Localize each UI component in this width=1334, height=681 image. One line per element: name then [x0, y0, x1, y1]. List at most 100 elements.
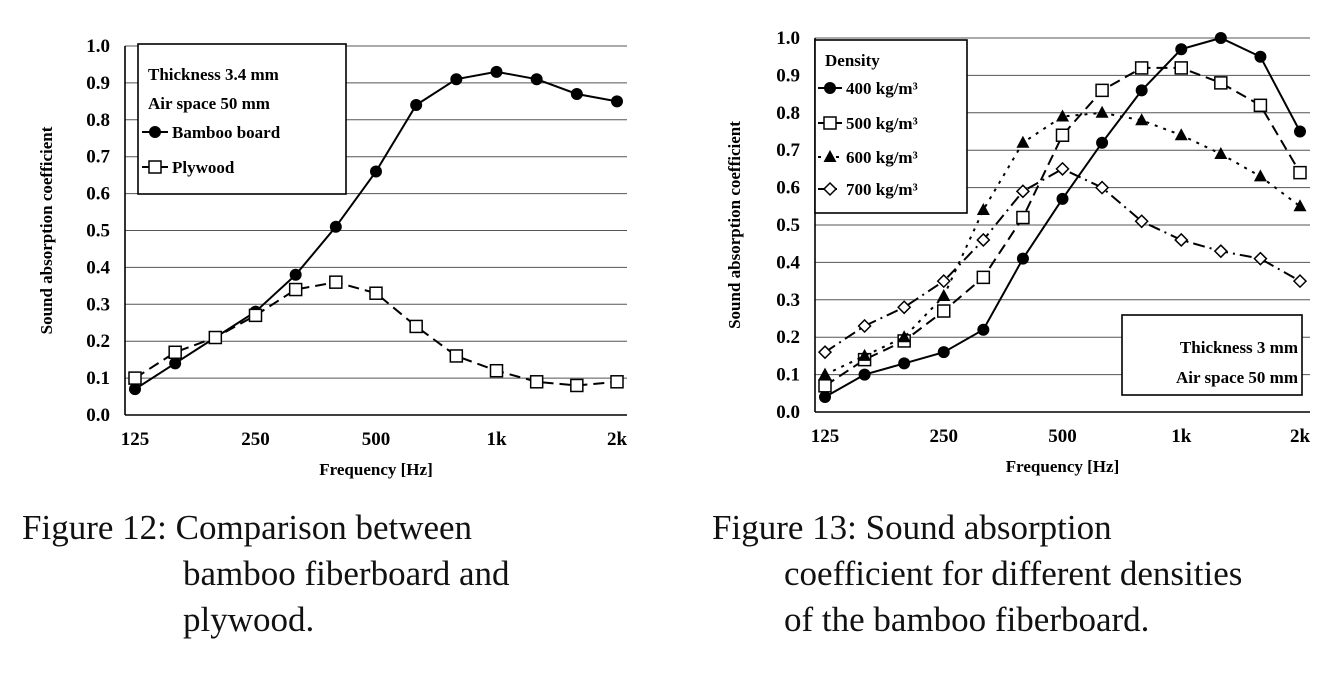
- caption-line: plywood.: [183, 600, 315, 639]
- figure-12-caption: Figure 12: Comparison between bamboo fib…: [22, 505, 510, 643]
- data-point: [1174, 61, 1188, 75]
- caption-line: Figure 13: Sound absorption: [712, 508, 1112, 547]
- x-axis-label: Frequency [Hz]: [319, 460, 432, 479]
- legend-entry: 500 kg/m³: [846, 114, 918, 133]
- data-point: [824, 82, 836, 94]
- data-point: [1253, 251, 1268, 266]
- x-tick-label: 500: [1048, 426, 1077, 447]
- series-4: [817, 161, 1308, 360]
- data-point: [1214, 32, 1227, 44]
- data-point: [1095, 105, 1109, 118]
- figure-charts: 0.0 0.1 0.2 0.3 0.4 0.5 0.6 0.7 0.8 0.9 1.0 125 250 5…: [37, 28, 1310, 479]
- data-point: [1175, 43, 1188, 56]
- data-point: [818, 367, 832, 380]
- chart-2: 0.0 0.1 0.2 0.3 0.4 0.5 0.6 0.7 0.8 0.9 1.0 125 250 5…: [725, 28, 1310, 476]
- data-point: [208, 330, 223, 345]
- legend-entry: 400 kg/m³: [846, 79, 918, 98]
- data-point: [1095, 83, 1109, 98]
- y-tick-label: 0.6: [86, 184, 110, 205]
- data-point: [823, 150, 837, 162]
- y-tick-label: 0.9: [86, 73, 110, 94]
- data-point: [1253, 169, 1267, 182]
- data-point: [490, 65, 503, 78]
- y-tick-label: 0.5: [86, 221, 110, 242]
- data-point: [610, 375, 624, 389]
- legend-box: [137, 43, 347, 195]
- data-point: [822, 181, 838, 197]
- y-tick-label: 0.9: [776, 65, 800, 86]
- note: Thickness 3 mm Air space 50 mm: [1121, 314, 1303, 396]
- y-tick-label: 0.3: [776, 290, 800, 311]
- data-point: [329, 275, 343, 289]
- data-point: [1214, 76, 1228, 90]
- data-point: [1253, 98, 1268, 113]
- data-point: [409, 319, 423, 334]
- data-point: [976, 232, 991, 248]
- series-1: [819, 32, 1306, 404]
- data-point: [1095, 180, 1110, 195]
- x-tick-label: 250: [930, 426, 959, 447]
- data-point: [449, 349, 464, 363]
- data-point: [169, 357, 182, 370]
- data-point: [529, 375, 544, 389]
- x-tick-label: 2k: [1290, 426, 1311, 447]
- y-tick-label: 0.7: [776, 140, 800, 161]
- x-tick-label: 1k: [486, 429, 507, 450]
- data-point: [1016, 252, 1029, 265]
- data-point: [1055, 161, 1070, 176]
- y-tick-label: 0.7: [86, 147, 110, 168]
- data-point: [1293, 165, 1307, 180]
- note-text: Thickness 3 mm: [1180, 338, 1298, 357]
- data-point: [248, 308, 263, 323]
- data-point: [937, 346, 950, 359]
- caption-line: coefficient for different densities: [784, 554, 1243, 593]
- chart-1: 0.0 0.1 0.2 0.3 0.4 0.5 0.6 0.7 0.8 0.9 1.0 125 250 5…: [37, 36, 627, 479]
- data-point: [858, 368, 871, 381]
- data-point: [611, 95, 623, 108]
- x-tick-label: 500: [362, 429, 391, 450]
- data-point: [937, 304, 951, 318]
- data-point: [858, 348, 872, 361]
- data-point: [1214, 146, 1228, 159]
- legend-entry: 700 kg/m³: [846, 180, 918, 199]
- data-point: [1292, 274, 1308, 289]
- data-point: [976, 270, 991, 285]
- y-tick-label: 1.0: [86, 36, 110, 57]
- data-point: [1134, 214, 1149, 229]
- y-tick-label: 0.6: [776, 178, 800, 199]
- data-point: [857, 318, 872, 334]
- data-point: [1016, 210, 1030, 225]
- y-tick-label: 0.4: [86, 257, 110, 278]
- data-point: [1213, 244, 1228, 259]
- data-point: [823, 116, 837, 130]
- y-tick-label: 0.4: [776, 252, 800, 273]
- y-tick-label: 0.0: [86, 405, 110, 426]
- data-point: [936, 274, 951, 289]
- legend-box: [814, 39, 968, 214]
- series-2: [128, 275, 624, 393]
- data-point: [128, 371, 142, 385]
- data-point: [570, 87, 583, 100]
- y-tick-label: 0.8: [776, 103, 800, 124]
- x-axis-label: Frequency [Hz]: [1006, 457, 1119, 476]
- data-point: [898, 357, 911, 370]
- data-point: [149, 126, 161, 138]
- y-tick-label: 1.0: [776, 28, 800, 49]
- data-point: [817, 345, 833, 360]
- data-point: [1174, 232, 1189, 248]
- x-tick-label: 250: [241, 429, 270, 450]
- data-point: [369, 286, 383, 300]
- data-point: [370, 165, 382, 178]
- note-box: [1121, 314, 1303, 396]
- legend-entry: Bamboo board: [172, 123, 281, 142]
- data-point: [1015, 184, 1030, 199]
- legend: Density 400 kg/m³ 500 kg/m³ 600 kg/m³ 700 kg…: [814, 39, 968, 214]
- data-point: [1134, 61, 1149, 75]
- y-tick-label: 0.1: [86, 368, 110, 389]
- note-text: Air space 50 mm: [1176, 368, 1298, 387]
- figure-13-caption: Figure 13: Sound absorption coefficient …: [712, 505, 1242, 643]
- data-point: [897, 300, 912, 315]
- data-point: [1174, 128, 1188, 141]
- data-point: [489, 363, 504, 378]
- x-tick-label: 125: [811, 426, 840, 447]
